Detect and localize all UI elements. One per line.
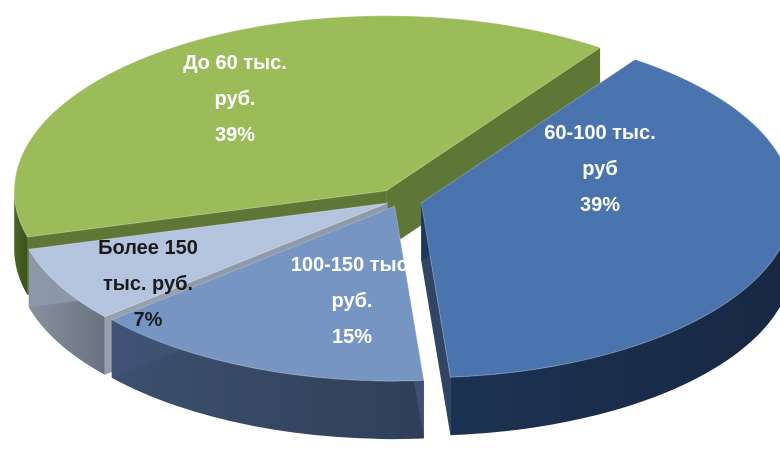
slice-label-0: 60-100 тыс. руб 39% bbox=[544, 122, 655, 216]
slice-rim-shade-0 bbox=[450, 248, 780, 436]
slice-wall-0-1 bbox=[421, 202, 451, 436]
slice-name-line: До 60 тыс. bbox=[183, 52, 287, 74]
slice-name-line: руб bbox=[582, 158, 617, 180]
slice-name-line: руб. bbox=[215, 88, 256, 110]
slice-более-150-тыс-руб bbox=[28, 202, 388, 318]
slice-name-line: 60-100 тыс. bbox=[544, 122, 655, 144]
slice-percent: 7% bbox=[134, 309, 163, 331]
slice-label-3: До 60 тыс. руб. 39% bbox=[183, 52, 287, 146]
slice-name-line: руб. bbox=[332, 290, 373, 312]
slice-label-2: Более 150 тыс. руб. 7% bbox=[98, 237, 198, 331]
slice-labels: 60-100 тыс. руб 39% 100-150 тыс. руб. 15% Боле… bbox=[98, 52, 656, 348]
slice-rim-shade-3 bbox=[14, 190, 28, 295]
slice-name-line: Более 150 bbox=[98, 237, 198, 259]
slice-percent: 15% bbox=[332, 326, 372, 348]
slice-percent: 39% bbox=[215, 124, 255, 146]
slice-name-line: 100-150 тыс. bbox=[291, 254, 414, 276]
slice-tops bbox=[13, 15, 780, 382]
slice-name-line: тыс. руб. bbox=[103, 273, 193, 295]
slice-label-1: 100-150 тыс. руб. 15% bbox=[291, 254, 414, 348]
slice-до-60-тыс-руб bbox=[13, 15, 602, 238]
slice-100-150-тыс-руб bbox=[110, 205, 425, 382]
slice-percent: 39% bbox=[580, 194, 620, 216]
slice-rim-shade-1 bbox=[111, 319, 424, 440]
